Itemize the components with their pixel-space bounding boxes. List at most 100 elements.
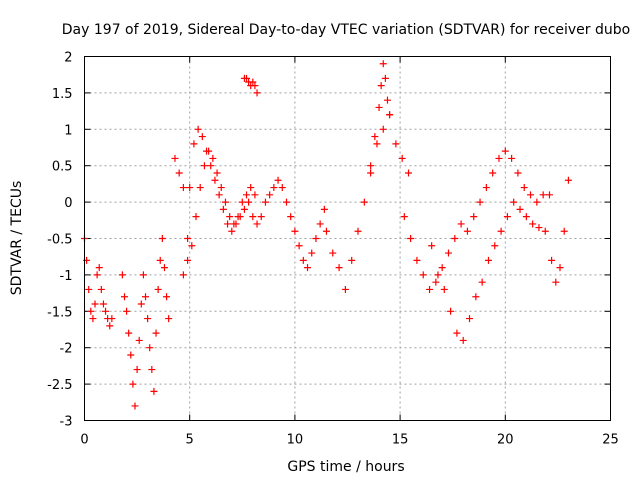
data-point	[196, 184, 204, 192]
data-point	[274, 176, 282, 184]
data-point	[320, 205, 328, 213]
data-point	[148, 366, 156, 374]
data-point	[457, 220, 465, 228]
data-point	[501, 147, 509, 155]
data-point	[93, 271, 101, 279]
data-point	[154, 285, 162, 293]
data-point	[514, 169, 522, 177]
data-point	[529, 220, 537, 228]
data-point	[497, 227, 505, 235]
data-point	[371, 133, 379, 141]
data-point	[398, 154, 406, 162]
data-point	[266, 191, 274, 199]
data-point	[186, 184, 194, 192]
data-point	[335, 264, 343, 272]
y-tick-label: 0.5	[52, 160, 73, 175]
data-point	[102, 307, 110, 315]
data-point	[163, 293, 171, 301]
data-point	[379, 125, 387, 133]
data-point	[139, 271, 147, 279]
data-point	[152, 329, 160, 337]
data-point	[322, 227, 330, 235]
data-point	[308, 249, 316, 257]
x-tick-label: 0	[80, 433, 88, 448]
data-point	[545, 191, 553, 199]
data-point	[219, 205, 227, 213]
x-axis-label: GPS time / hours	[287, 459, 404, 475]
data-point	[444, 249, 452, 257]
data-point	[184, 256, 192, 264]
data-point	[165, 315, 173, 323]
data-point	[552, 278, 560, 286]
data-point	[386, 111, 394, 119]
data-point	[135, 336, 143, 344]
data-point	[217, 184, 225, 192]
data-point	[238, 198, 246, 206]
data-point	[419, 271, 427, 279]
data-point	[228, 227, 236, 235]
data-point	[211, 176, 219, 184]
data-point	[503, 213, 511, 221]
data-point	[108, 315, 116, 323]
data-point	[316, 220, 324, 228]
data-point	[472, 293, 480, 301]
data-point	[287, 213, 295, 221]
data-point	[205, 147, 213, 155]
data-point	[516, 205, 524, 213]
data-point	[247, 184, 255, 192]
data-point	[209, 154, 217, 162]
data-point	[278, 184, 286, 192]
data-point	[360, 198, 368, 206]
y-tick-label: 1	[64, 123, 72, 138]
series-G	[367, 60, 394, 170]
data-point	[171, 154, 179, 162]
data-points	[81, 60, 572, 410]
data-point	[156, 256, 164, 264]
y-tick-labels: -3 -2.5 -2 -1.5 -1 -0.5 0 0.5 1 1.5 2	[47, 51, 72, 430]
data-point	[97, 285, 105, 293]
data-point	[282, 198, 290, 206]
data-point	[463, 227, 471, 235]
data-point	[491, 242, 499, 250]
data-point	[373, 140, 381, 148]
data-point	[87, 307, 95, 315]
data-point	[131, 402, 139, 410]
data-point	[413, 256, 421, 264]
data-point	[489, 169, 497, 177]
data-point	[160, 264, 168, 272]
data-point	[106, 322, 114, 330]
data-point	[234, 213, 242, 221]
data-point	[175, 169, 183, 177]
data-point	[240, 205, 248, 213]
data-point	[348, 256, 356, 264]
series-H	[400, 147, 553, 293]
data-point	[470, 213, 478, 221]
data-point	[207, 162, 215, 170]
series-F	[322, 111, 413, 293]
data-point	[95, 264, 103, 272]
data-point	[190, 140, 198, 148]
data-point	[564, 176, 572, 184]
data-point	[482, 184, 490, 192]
data-point	[451, 235, 459, 242]
y-tick-label: -3	[60, 415, 73, 430]
data-point	[478, 278, 486, 286]
data-point	[213, 169, 221, 177]
data-point	[243, 191, 251, 199]
data-point	[129, 380, 137, 388]
data-point	[533, 198, 541, 206]
y-tick-label: -2	[60, 342, 73, 357]
x-tick-label: 5	[186, 433, 194, 448]
data-point	[253, 220, 261, 228]
data-point	[251, 191, 259, 199]
data-point	[522, 213, 530, 221]
data-point	[541, 227, 549, 235]
data-point	[459, 336, 467, 344]
data-point	[137, 300, 145, 308]
data-point	[520, 184, 528, 192]
data-point	[194, 125, 202, 133]
data-point	[405, 169, 413, 177]
data-point	[440, 285, 448, 293]
data-point	[230, 220, 238, 228]
